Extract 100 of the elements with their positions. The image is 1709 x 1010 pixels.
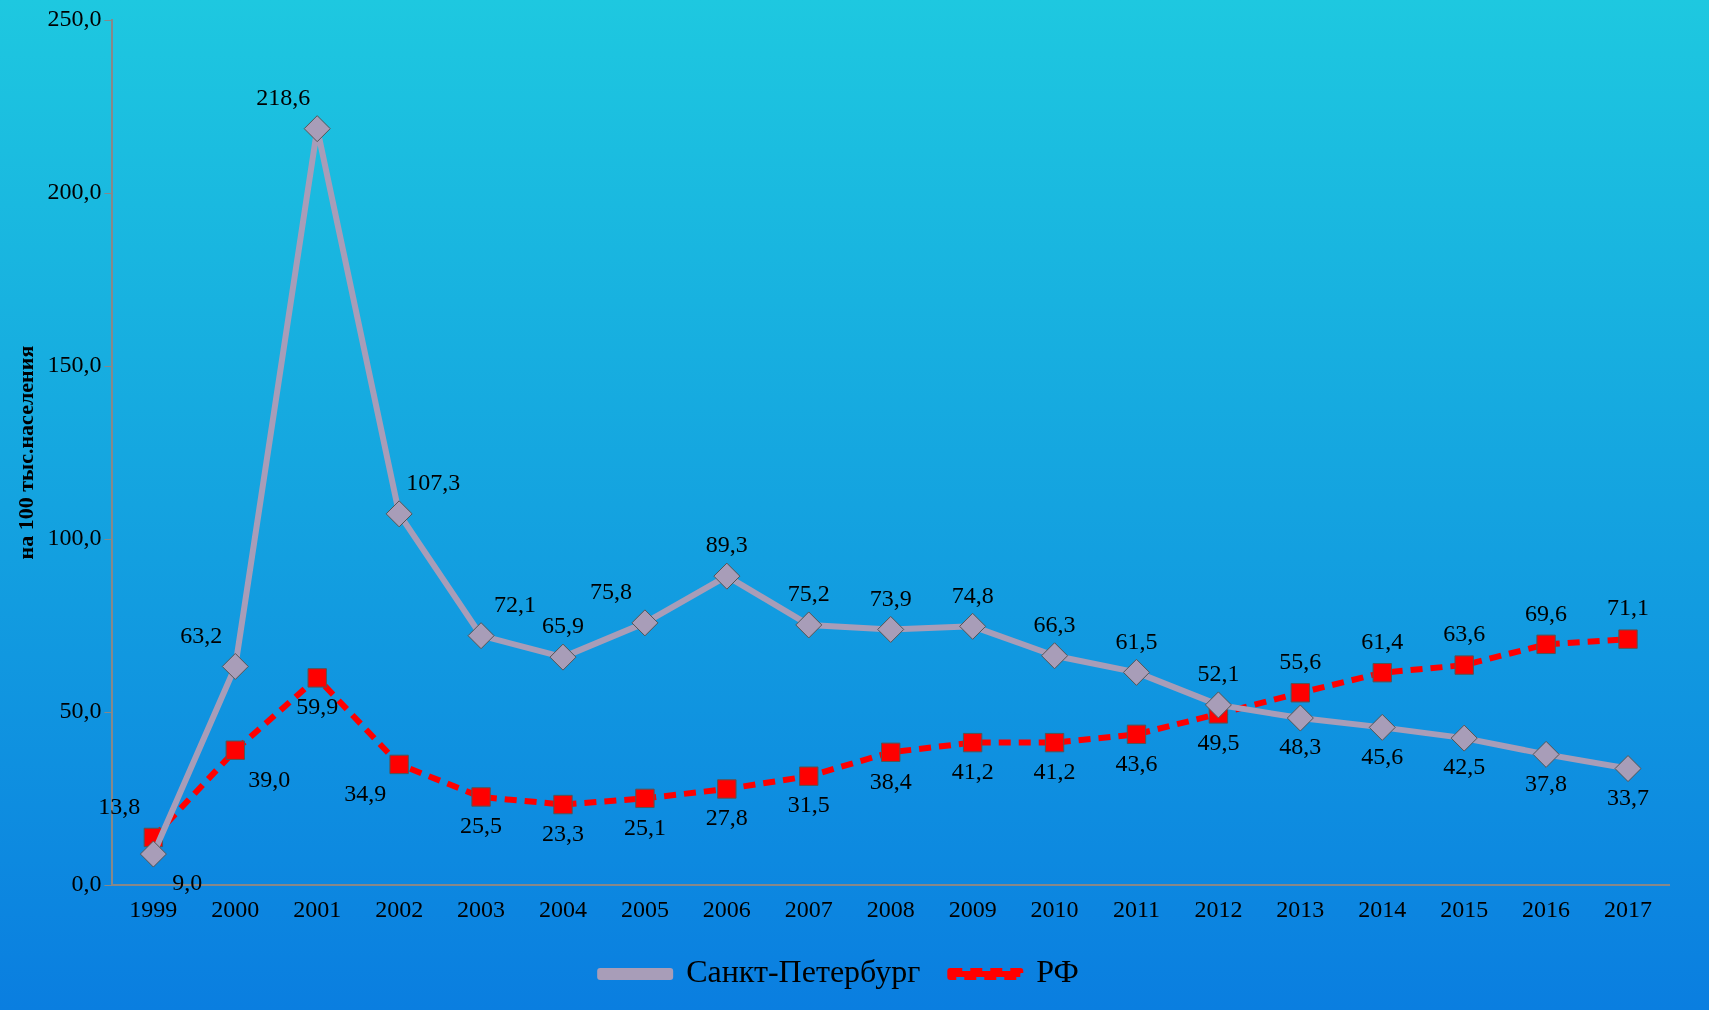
x-tick-label: 2006	[702, 895, 751, 922]
data-label: 74,8	[951, 581, 994, 608]
point	[717, 779, 737, 799]
y-tick-label: 50,0	[59, 697, 102, 724]
data-label: 38,4	[869, 767, 912, 794]
y-tick-label: 150,0	[47, 351, 102, 378]
point	[1536, 634, 1556, 655]
data-label: 218,6	[256, 83, 311, 110]
data-label: 75,8	[589, 578, 632, 605]
point	[225, 740, 245, 760]
point	[1372, 663, 1392, 683]
x-tick-label: 2012	[1194, 895, 1243, 922]
point	[959, 612, 987, 640]
x-tick-label: 2011	[1112, 895, 1161, 922]
legend-label: Санкт-Петербург	[686, 953, 921, 990]
data-label: 43,6	[1115, 749, 1158, 776]
data-label: 39,0	[248, 765, 291, 792]
x-tick-label: 2003	[457, 895, 506, 922]
data-label: 48,3	[1279, 733, 1322, 760]
data-label: 66,3	[1033, 611, 1076, 638]
data-label: 71,1	[1607, 594, 1650, 621]
point	[635, 788, 655, 809]
data-label: 45,6	[1361, 742, 1404, 769]
data-label: 55,6	[1279, 648, 1322, 675]
point	[1122, 658, 1150, 686]
data-label: 72,1	[494, 590, 537, 617]
x-tick-label: 2010	[1030, 895, 1079, 922]
point	[1614, 755, 1642, 783]
data-label: 89,3	[705, 531, 748, 558]
point	[549, 643, 577, 671]
point	[1204, 691, 1232, 719]
data-label: 9,0	[172, 869, 203, 896]
x-tick-label: 2001	[293, 895, 342, 922]
data-label: 25,5	[460, 812, 503, 839]
point	[881, 742, 901, 762]
data-label: 61,5	[1115, 627, 1158, 654]
point	[385, 500, 413, 528]
point	[467, 622, 495, 650]
point	[1618, 629, 1638, 649]
x-tick-label: 2007	[784, 895, 833, 922]
x-tick-label: 2004	[538, 895, 587, 922]
data-label: 59,9	[296, 693, 339, 720]
point	[799, 766, 819, 786]
point	[307, 668, 327, 688]
x-tick-label: 2000	[211, 895, 260, 922]
data-label: 75,2	[787, 580, 830, 607]
y-tick-label: 100,0	[47, 524, 102, 551]
x-tick-label: 2016	[1522, 895, 1571, 922]
data-label: 63,2	[180, 621, 223, 648]
point	[1041, 642, 1069, 670]
point	[1368, 713, 1396, 741]
point	[471, 787, 491, 807]
point	[1286, 704, 1314, 732]
point	[962, 732, 983, 753]
point	[713, 562, 741, 590]
point	[553, 794, 573, 815]
x-tick-label: 2008	[866, 895, 915, 922]
data-label: 63,6	[1443, 620, 1486, 647]
x-tick-label: 2015	[1440, 895, 1489, 922]
x-tick-label: 2002	[375, 895, 424, 922]
y-tick-label: 250,0	[47, 5, 102, 32]
data-label: 107,3	[406, 469, 461, 496]
y-axis-title: на 100 тыс.населения	[12, 345, 38, 560]
point	[877, 615, 905, 643]
y-tick-label: 200,0	[47, 178, 102, 205]
point	[1532, 740, 1560, 768]
x-tick-label: 2014	[1358, 895, 1407, 922]
data-label: 31,5	[787, 791, 830, 818]
point	[631, 609, 659, 637]
x-tick-label: 2013	[1276, 895, 1325, 922]
data-label: 37,8	[1525, 769, 1568, 796]
data-label: 25,1	[623, 813, 666, 840]
point	[303, 115, 331, 143]
data-label: 13,8	[98, 792, 141, 819]
point	[139, 840, 167, 868]
data-label: 23,3	[541, 819, 584, 846]
x-tick-label: 1999	[129, 895, 178, 922]
point	[1450, 724, 1478, 752]
data-label: 34,9	[344, 779, 387, 806]
point	[1454, 655, 1474, 675]
data-label: 49,5	[1197, 729, 1240, 756]
data-label: 27,8	[705, 804, 748, 831]
point	[1044, 732, 1065, 753]
data-label: 61,4	[1361, 628, 1404, 654]
point	[389, 754, 409, 775]
data-label: 65,9	[541, 612, 584, 639]
x-tick-label: 2017	[1604, 895, 1653, 922]
data-label: 52,1	[1197, 660, 1240, 687]
x-tick-label: 2009	[948, 895, 997, 922]
point	[795, 611, 823, 639]
data-label: 73,9	[869, 584, 912, 611]
data-label: 69,6	[1525, 599, 1568, 626]
data-label: 33,7	[1607, 783, 1650, 810]
legend-label: РФ	[1036, 953, 1079, 990]
point	[1290, 683, 1311, 703]
point	[1126, 724, 1147, 744]
point	[221, 652, 249, 680]
y-tick-label: 0,0	[71, 870, 102, 897]
data-label: 42,5	[1443, 753, 1486, 780]
data-label: 41,2	[1033, 757, 1076, 784]
